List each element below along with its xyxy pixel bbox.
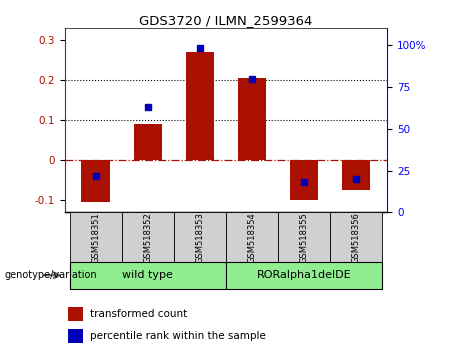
Text: genotype/variation: genotype/variation: [5, 270, 97, 280]
Bar: [68, 307, 83, 321]
Bar: [237, 78, 266, 160]
Text: GSM518352: GSM518352: [143, 212, 152, 263]
Bar: [134, 124, 162, 160]
Title: GDS3720 / ILMN_2599364: GDS3720 / ILMN_2599364: [139, 14, 313, 27]
Text: percentile rank within the sample: percentile rank within the sample: [90, 331, 266, 341]
Bar: [226, 212, 278, 262]
Bar: [174, 212, 226, 262]
Bar: [68, 329, 83, 343]
Text: GSM518351: GSM518351: [91, 212, 100, 263]
Bar: [290, 160, 318, 200]
Text: GSM518354: GSM518354: [248, 212, 256, 263]
Text: GSM518355: GSM518355: [300, 212, 308, 263]
Bar: [70, 262, 226, 289]
Bar: [122, 212, 174, 262]
Text: GSM518356: GSM518356: [351, 212, 361, 263]
Text: wild type: wild type: [122, 270, 173, 280]
Text: RORalpha1delDE: RORalpha1delDE: [257, 270, 351, 280]
Bar: [70, 212, 122, 262]
Bar: [330, 212, 382, 262]
Text: GSM518353: GSM518353: [195, 212, 204, 263]
Bar: [82, 160, 110, 202]
Bar: [185, 52, 214, 160]
Bar: [278, 212, 330, 262]
Bar: [342, 160, 370, 190]
Bar: [226, 262, 382, 289]
Text: transformed count: transformed count: [90, 309, 188, 319]
